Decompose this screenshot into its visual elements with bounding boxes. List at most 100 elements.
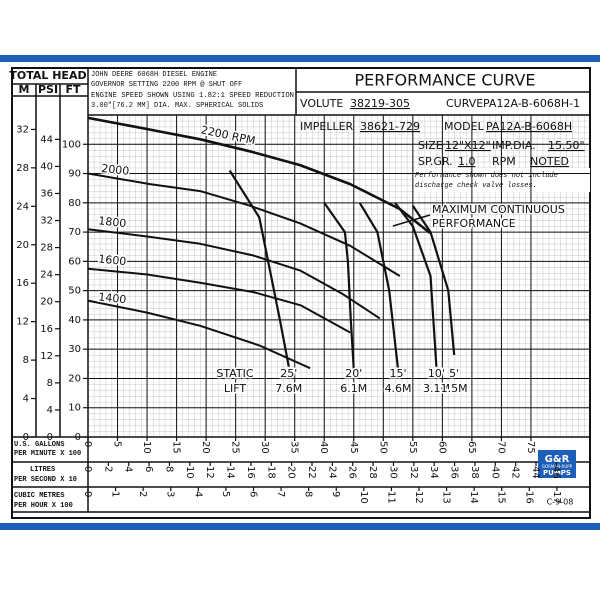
spec-value: 15.50": [548, 139, 585, 152]
lift-metric-label: 3.1M: [423, 382, 450, 395]
spec-label: CURVE: [446, 97, 483, 110]
y-tick-label: 4: [23, 394, 29, 405]
x-tick-label: 1: [110, 491, 121, 497]
x3-axis-title: PER HOUR X 100: [14, 502, 73, 510]
x-tick-label: 35: [289, 441, 300, 454]
note: 3.00"[76.2 MM] DIA. MAX. SPHERICAL SOLID…: [91, 102, 263, 110]
x-tick-label: 2: [137, 491, 148, 497]
x-tick-label: 22: [306, 466, 317, 479]
spec-label: MODEL: [444, 120, 485, 133]
lift-metric-label: 7.6M: [275, 382, 302, 395]
logo-text: GORMAN-RUPP: [542, 464, 573, 469]
x-tick-label: 12: [413, 491, 424, 504]
speed-label: 1400: [98, 290, 127, 306]
spec-label: SIZE: [418, 139, 443, 152]
spec-value: 38219-305: [350, 97, 410, 110]
lift-metric-label: 4.6M: [385, 382, 412, 395]
x-tick-label: 70: [495, 441, 506, 454]
x-tick-label: 8: [163, 466, 174, 472]
x-tick-label: 34: [428, 466, 439, 479]
x-tick-label: 16: [523, 491, 534, 504]
y-tick-label: 20: [68, 373, 81, 384]
x-tick-label: 10: [358, 491, 369, 504]
x-tick-label: 5: [220, 491, 231, 497]
x-tick-label: 45: [348, 441, 359, 454]
x-tick-label: 24: [326, 466, 337, 479]
x-axis-title: PER MINUTE X 100: [14, 450, 81, 458]
y-tick-label: 36: [40, 188, 53, 199]
spec-value: 38621-729: [360, 120, 420, 133]
y-tick-label: 12: [16, 317, 29, 328]
annotation: PERFORMANCE: [432, 217, 516, 230]
y-tick-label: 32: [16, 124, 29, 135]
annotation-arrow: [392, 214, 431, 227]
annotation: MAXIMUM CONTINUOUS: [432, 203, 565, 216]
spec-value: NOTED: [530, 155, 569, 168]
chart-title: PERFORMANCE CURVE: [354, 71, 535, 90]
unit-m: M: [19, 83, 30, 96]
y-tick-label: 70: [68, 227, 81, 238]
lift-curve: [411, 205, 456, 356]
lift-metric-label: 6.1M: [340, 382, 367, 395]
x-tick-label: 36: [449, 466, 460, 479]
lift-curve: [394, 202, 438, 367]
x-tick-label: 17: [551, 491, 562, 504]
y-tick-label: 8: [47, 378, 53, 389]
lift-curve: [323, 202, 355, 370]
y-tick-label: 20: [40, 297, 53, 308]
speed-curve: [87, 116, 431, 235]
bottom-band: [0, 523, 600, 530]
y-tick-label: 40: [40, 161, 53, 172]
x-tick-label: 50: [377, 441, 388, 454]
x-tick-label: 2: [102, 466, 113, 472]
total-head: TOTAL HEAD: [9, 69, 86, 82]
y-tick-label: 44: [40, 134, 53, 145]
spec-value: 1.0: [458, 155, 476, 168]
x-tick-label: 60: [436, 441, 447, 454]
x-tick-label: 42: [510, 466, 521, 479]
x-tick-label: 0: [82, 491, 93, 497]
lift-label: 20': [345, 367, 362, 380]
lift-metric-label: 1.5M: [441, 382, 468, 395]
lift-label: 5': [449, 367, 459, 380]
x-tick-label: 10: [184, 466, 195, 479]
x2-axis-title: LITRES: [30, 466, 55, 474]
y-tick-label: 28: [16, 163, 29, 174]
y-tick-label: 12: [40, 351, 53, 362]
note: GOVERNOR SETTING 2200 RPM @ SHUT OFF: [91, 81, 242, 89]
x2-axis-title: PER SECOND X 10: [14, 476, 77, 484]
y-tick-label: 100: [62, 139, 81, 150]
x-tick-label: 18: [265, 466, 276, 479]
x-tick-label: 55: [407, 441, 418, 454]
x-tick-label: 20: [200, 441, 211, 454]
chart-code: C-9-08: [547, 498, 574, 507]
y-tick-label: 20: [16, 240, 29, 251]
x-tick-label: 7: [275, 491, 286, 497]
x-tick-label: 8: [303, 491, 314, 497]
spec-block: VOLUTE 38219-305 CURVE PA12A-B-6068H-1 I…: [300, 97, 585, 168]
y-tick-label: 10: [68, 403, 81, 414]
speed-label: 1600: [98, 252, 127, 268]
y-tick-label: 16: [40, 324, 53, 335]
x-tick-label: 14: [468, 491, 479, 504]
x-tick-label: 30: [387, 466, 398, 479]
note: ENGINE SPEED SHOWN USING 1.82:1 SPEED RE…: [91, 92, 294, 100]
note: JOHN DEERE 6068H DIESEL ENGINE: [91, 71, 217, 79]
y-tick-label: 0: [23, 432, 29, 443]
x-tick-label: 3: [165, 491, 176, 497]
x-tick-label: 6: [143, 466, 154, 472]
y-tick-label: 80: [68, 198, 81, 209]
y-tick-label: 32: [40, 216, 53, 227]
x-tick-label: 0: [82, 441, 93, 447]
top-band: [0, 55, 600, 62]
x-tick-label: 15: [496, 491, 507, 504]
x-tick-label: 4: [192, 491, 203, 497]
spec-value: PA12A-B-6068H: [486, 120, 572, 133]
y-tick-label: 4: [47, 405, 53, 416]
y-tick-label: 24: [16, 201, 29, 212]
spec-label: SP.GR.: [418, 155, 453, 168]
y-tick-label: 90: [68, 169, 81, 180]
x-tick-label: 40: [489, 466, 500, 479]
y-tick-label: 40: [68, 315, 81, 326]
y-tick-label: 0: [47, 432, 53, 443]
